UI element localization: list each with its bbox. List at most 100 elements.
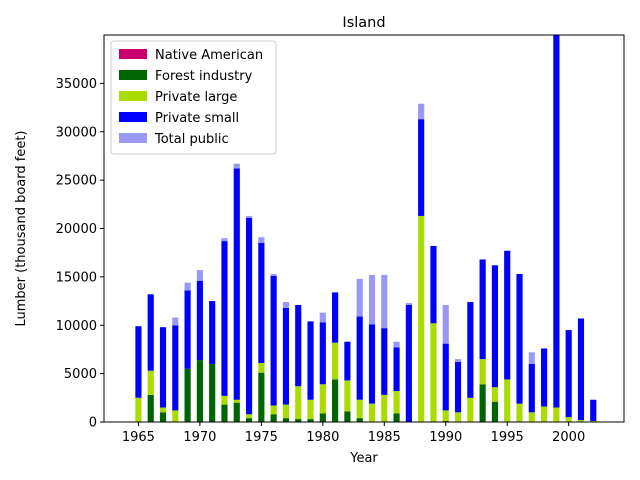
bar-private-large-1980 <box>319 384 326 414</box>
bar-private-small-1997 <box>528 363 535 413</box>
legend-entry: Private large <box>155 90 237 105</box>
bar-private-small-1989 <box>430 245 437 324</box>
bar-total-public-1970 <box>196 270 203 281</box>
bar-forest-industry-1970 <box>196 360 203 422</box>
bar-total-public-1977 <box>282 302 290 308</box>
legend-swatch <box>119 70 147 80</box>
bar-private-large-1984 <box>368 403 376 422</box>
bar-forest-industry-1978 <box>295 419 302 422</box>
bar-total-public-1972 <box>221 238 228 242</box>
bar-forest-industry-1982 <box>344 411 351 422</box>
bar-forest-industry-1966 <box>147 394 154 422</box>
bar-forest-industry-1967 <box>159 412 167 422</box>
bar-private-large-1993 <box>479 359 486 385</box>
bar-forest-industry-1977 <box>282 418 290 422</box>
bar-private-small-1983 <box>356 316 363 400</box>
bar-private-large-1991 <box>454 412 462 422</box>
bar-private-small-1994 <box>491 265 498 388</box>
y-axis-label: Lumber (thousand board feet) <box>14 130 29 326</box>
plot-frame <box>103 34 625 423</box>
bar-private-large-1978 <box>295 386 302 420</box>
x-tick-label: 1970 <box>183 430 216 445</box>
legend-entry: Total public <box>154 132 229 147</box>
legend-entry: Forest industry <box>155 69 253 84</box>
bar-private-large-1967 <box>159 407 167 413</box>
bar-private-small-1998 <box>541 348 548 407</box>
bar-forest-industry-1973 <box>233 402 240 422</box>
bar-forest-industry-1972 <box>221 404 228 422</box>
bar-total-public-1990 <box>442 304 449 344</box>
bar-private-small-1990 <box>442 343 449 411</box>
x-tick-label: 2000 <box>552 430 585 445</box>
y-tick-label: 0 <box>89 416 97 431</box>
x-tick-label: 1990 <box>429 430 462 445</box>
legend-frame <box>110 40 277 155</box>
bar-forest-industry-1975 <box>258 372 265 422</box>
bar-private-large-1986 <box>393 391 400 414</box>
bar-total-public-1987 <box>405 302 412 305</box>
bar-private-small-1981 <box>332 292 339 343</box>
y-tick-label: 30000 <box>56 125 97 140</box>
bar-private-large-1985 <box>381 394 388 422</box>
bar-forest-industry-1986 <box>393 413 400 422</box>
bar-private-small-1972 <box>221 241 228 396</box>
bar-private-small-1967 <box>159 327 167 408</box>
bar-forest-industry-1976 <box>270 414 277 422</box>
bar-private-large-1968 <box>172 410 179 422</box>
bar-private-large-1988 <box>418 215 425 422</box>
legend-swatch <box>119 133 147 143</box>
bar-private-small-1966 <box>147 294 154 371</box>
bar-private-small-1977 <box>282 307 290 405</box>
bar-private-small-1965 <box>135 326 142 398</box>
x-axis-ticks: 1965 1970 1975 1980 1985 1990 1995 2000 <box>122 422 585 445</box>
x-tick-label: 1965 <box>122 430 155 445</box>
x-tick-label: 1985 <box>368 430 401 445</box>
bar-private-small-1969 <box>184 290 191 369</box>
bar-private-large-1989 <box>430 323 437 422</box>
bar-total-public-1983 <box>356 278 363 317</box>
bar-private-small-2001 <box>577 318 585 421</box>
bar-forest-industry-1981 <box>332 379 339 422</box>
bar-private-small-1996 <box>516 273 523 404</box>
bar-private-small-1992 <box>467 302 474 398</box>
bar-forest-industry-1983 <box>356 418 363 422</box>
bar-total-public-1986 <box>393 341 400 348</box>
bar-total-public-1975 <box>258 237 265 244</box>
bar-private-small-1975 <box>258 243 265 363</box>
bar-private-small-1974 <box>245 217 253 415</box>
bar-private-large-1981 <box>332 342 339 380</box>
bar-private-large-1990 <box>442 410 449 422</box>
bar-total-public-1968 <box>172 317 179 326</box>
bar-private-large-1996 <box>516 403 523 422</box>
bar-forest-industry-1993 <box>479 384 486 422</box>
bar-private-small-1995 <box>504 250 511 380</box>
legend-entry: Native American <box>155 48 263 63</box>
bar-private-large-1973 <box>233 399 240 403</box>
legend-swatch <box>119 91 147 101</box>
bar-private-large-1992 <box>467 397 474 422</box>
bar-total-public-1969 <box>184 282 191 291</box>
bar-forest-industry-1979 <box>307 419 314 422</box>
y-tick-label: 15000 <box>56 270 97 285</box>
bar-private-large-1972 <box>221 395 228 405</box>
bar-private-small-1968 <box>172 325 179 411</box>
bar-private-large-1976 <box>270 405 277 415</box>
bar-private-large-1975 <box>258 362 265 373</box>
bar-private-small-1991 <box>454 362 462 413</box>
bar-private-large-1965 <box>135 397 142 422</box>
bar-private-large-2001 <box>577 420 585 422</box>
bar-total-public-1976 <box>270 273 277 276</box>
bar-private-small-1971 <box>209 301 216 364</box>
bar-forest-industry-1969 <box>184 368 191 422</box>
bar-private-small-1982 <box>344 341 351 381</box>
bar-private-small-2002 <box>590 399 597 422</box>
bar-forest-industry-1971 <box>209 363 216 422</box>
bar-private-large-1974 <box>245 414 253 419</box>
bar-private-large-1982 <box>344 380 351 412</box>
y-tick-label: 5000 <box>64 367 97 382</box>
bars-group <box>135 35 597 422</box>
bar-private-large-1997 <box>528 412 535 422</box>
bar-total-public-1991 <box>454 359 462 363</box>
bar-total-public-1984 <box>368 274 376 325</box>
